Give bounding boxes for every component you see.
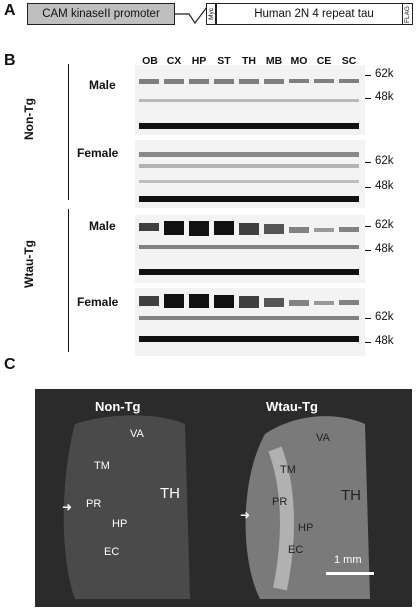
myc-tag-label: Myc [207, 8, 215, 20]
lane-label: CX [166, 55, 182, 67]
region-va: VA [316, 432, 330, 444]
blot-nontg-male [135, 65, 365, 135]
label-male: Male [89, 78, 116, 92]
lane-label: MB [265, 55, 283, 67]
mw-48k: 48k [375, 335, 394, 347]
region-th: TH [341, 487, 361, 504]
mw-62k: 62k [375, 68, 394, 80]
region-tm: TM [280, 464, 296, 476]
lane-label: MO [290, 55, 308, 67]
mw-tick [365, 98, 371, 99]
panel-a-label: A [4, 2, 16, 19]
tau-box: Human 2N 4 repeat tau [216, 3, 412, 25]
region-th: TH [160, 485, 180, 502]
mw-tick [365, 75, 371, 76]
lane-label: ST [217, 55, 231, 67]
promoter-box: CAM kinaseII promoter [27, 3, 175, 25]
mw-48k: 48k [375, 91, 394, 103]
mw-tick [365, 226, 371, 227]
region-ec: EC [288, 544, 304, 556]
lane-label: CE [316, 55, 332, 67]
arrow-icon: ➜ [62, 500, 73, 514]
mw-62k: 62k [375, 311, 394, 323]
panel-c-label: C [4, 356, 16, 373]
blot-wtau-female [135, 288, 365, 356]
region-pr: PR [272, 496, 288, 508]
group-bracket [68, 209, 69, 352]
lane-label: HP [191, 55, 207, 67]
myc-tag-box: Myc [206, 3, 216, 25]
mw-62k: 62k [375, 219, 394, 231]
flag-tag-label: FLAG [404, 5, 411, 23]
mw-tick [365, 162, 371, 163]
mw-62k: 62k [375, 155, 394, 167]
blot-wtau-male [135, 215, 365, 283]
label-female: Female [77, 146, 119, 160]
label-male: Male [89, 219, 116, 233]
region-tm: TM [94, 460, 110, 472]
group-nontg: Non-Tg [22, 98, 36, 140]
linker-line [175, 6, 207, 25]
scale-bar [326, 572, 374, 575]
brain-sections-drawing [63, 415, 370, 599]
region-pr: PR [86, 498, 102, 510]
region-va: VA [130, 428, 144, 440]
mw-tick [365, 187, 371, 188]
mw-48k: 48k [375, 243, 394, 255]
label-female: Female [77, 295, 119, 309]
arrow-icon: ➜ [240, 508, 251, 522]
lane-label: SC [341, 55, 357, 67]
group-wtau: Wtau-Tg [22, 240, 36, 288]
mw-tick [365, 342, 371, 343]
lane-label: OB [142, 55, 158, 67]
flag-tag-box: FLAG [402, 3, 413, 25]
region-hp: HP [298, 522, 314, 534]
title-wtau: Wtau-Tg [266, 399, 318, 414]
region-hp: HP [112, 518, 128, 530]
mw-tick [365, 250, 371, 251]
mw-tick [365, 318, 371, 319]
title-nontg: Non-Tg [95, 399, 141, 414]
region-ec: EC [104, 546, 120, 558]
mw-48k: 48k [375, 180, 394, 192]
panel-b-label: B [4, 52, 16, 69]
group-bracket [68, 64, 69, 200]
blot-nontg-female [135, 140, 365, 208]
scale-bar-label: 1 mm [334, 554, 362, 566]
lane-label: TH [242, 55, 256, 67]
